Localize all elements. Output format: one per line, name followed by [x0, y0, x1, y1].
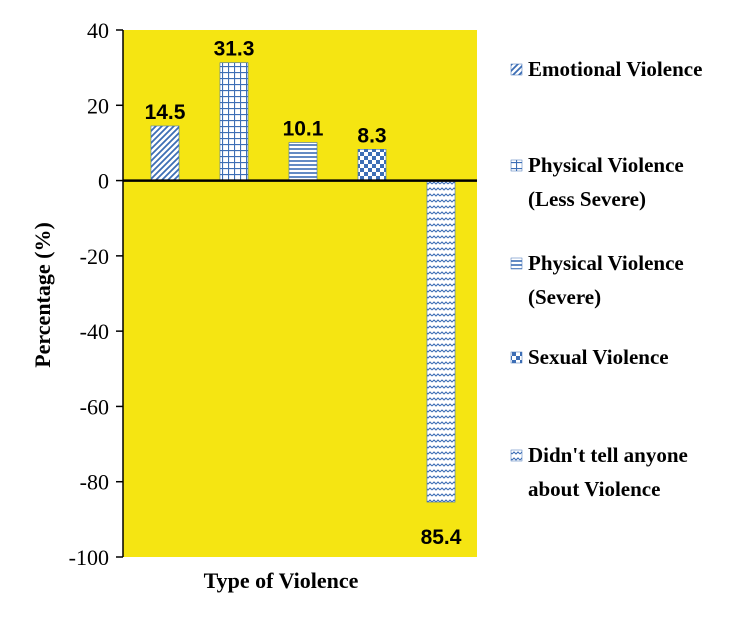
x-axis-title: Type of Violence: [204, 568, 359, 593]
bar-value-label: 14.5: [145, 101, 186, 124]
bar-value-label: 8.3: [357, 124, 386, 147]
y-tick-label: -100: [69, 545, 109, 570]
legend-item: Emotional Violence: [510, 57, 702, 81]
legend-label: Physical Violence: [528, 153, 684, 177]
legend-swatch: [510, 449, 523, 462]
bar: [219, 62, 249, 181]
legend-item: Physical Violence (Less Severe): [510, 153, 684, 211]
legend: Emotional Violence Physical Violence (Less…: [510, 57, 702, 501]
bar: [357, 149, 387, 181]
legend-swatch: [510, 351, 523, 364]
bars: [150, 62, 456, 503]
legend-item: Sexual Violence: [510, 345, 669, 369]
legend-label: (Severe): [528, 285, 601, 309]
legend-label: (Less Severe): [528, 187, 646, 211]
y-tick-label: -40: [80, 319, 109, 344]
bar-labels: 14.5 31.3 10.1 8.3 85.4: [145, 38, 462, 549]
y-tick-label: -80: [80, 470, 109, 495]
y-tick-label: 40: [87, 18, 109, 43]
y-tick-label: -60: [80, 394, 109, 419]
bar-value-label: 31.3: [214, 38, 255, 61]
legend-label: Sexual Violence: [528, 345, 669, 369]
y-tick-label: 20: [87, 93, 109, 118]
legend-swatch: [510, 63, 523, 76]
legend-swatch: [510, 257, 523, 270]
bar-value-label: 85.4: [421, 526, 462, 549]
legend-swatch: [510, 159, 523, 172]
legend-item: Didn't tell anyone about Violence: [510, 443, 688, 501]
y-tick-label: 0: [98, 169, 109, 194]
y-axis-title: Percentage (%): [30, 222, 55, 368]
bar-value-label: 10.1: [283, 118, 324, 141]
bar: [150, 125, 180, 181]
legend-label: about Violence: [528, 477, 660, 501]
legend-label: Physical Violence: [528, 251, 684, 275]
bar: [288, 142, 318, 181]
legend-label: Didn't tell anyone: [528, 443, 688, 467]
plot-area: [123, 30, 477, 557]
legend-label: Emotional Violence: [528, 57, 702, 81]
bar: [426, 180, 456, 503]
legend-item: Physical Violence (Severe): [510, 251, 684, 309]
y-tick-label: -20: [80, 244, 109, 269]
y-axis: 40 20 0 -20 -40 -60 -80 -100: [69, 18, 124, 570]
